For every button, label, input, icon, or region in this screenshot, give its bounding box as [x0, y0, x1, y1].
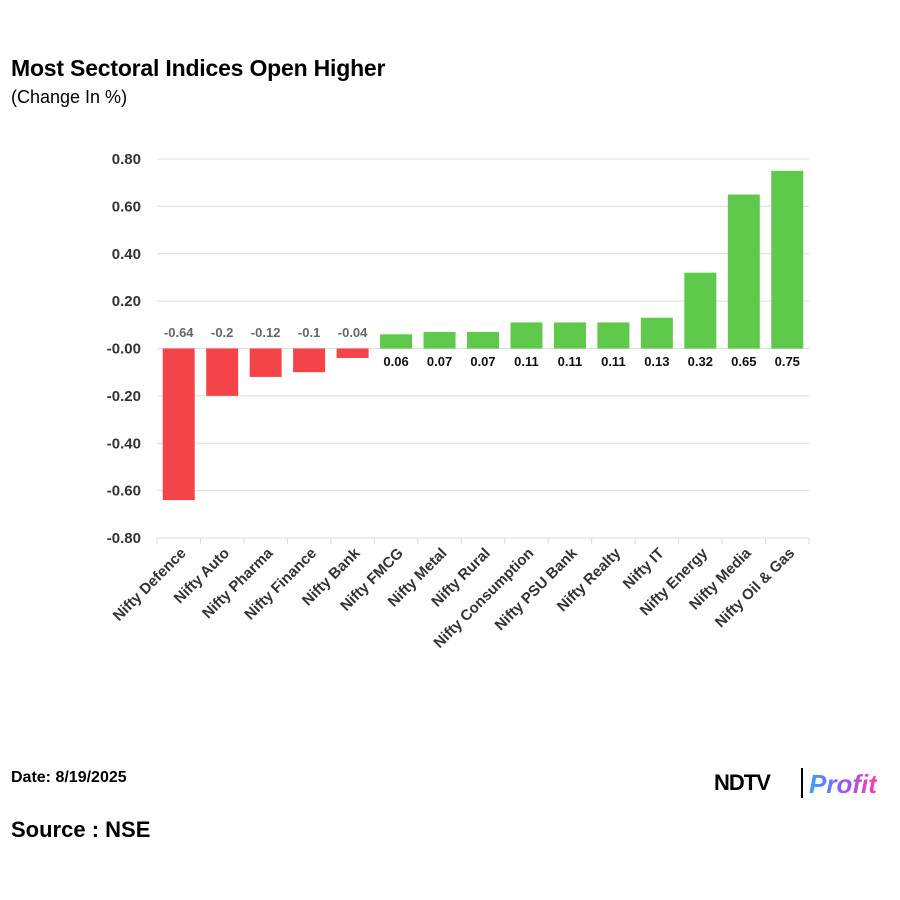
logo-ndtv-text: NDTV — [714, 770, 771, 795]
y-tick-label: -0.40 — [107, 435, 141, 452]
data-label: -0.2 — [211, 325, 233, 340]
data-label: -0.64 — [164, 325, 194, 340]
date-label: Date: 8/19/2025 — [11, 769, 127, 786]
data-label: 0.07 — [427, 354, 452, 369]
data-label: 0.32 — [688, 354, 713, 369]
chart-title: Most Sectoral Indices Open Higher — [11, 55, 386, 81]
data-label: 0.75 — [775, 354, 800, 369]
logo-profit-text: Profit — [809, 769, 877, 799]
y-tick-label: -0.00 — [107, 341, 141, 358]
data-label: 0.07 — [470, 354, 495, 369]
x-tick-label: Nifty Oil & Gas — [712, 545, 798, 631]
bar — [380, 334, 413, 349]
bar-chart: 0.80 0.60 0.40 0.20 -0.00 -0.20 -0.40 -0.60 -0.8… — [107, 151, 810, 652]
bar — [423, 331, 456, 349]
y-tick-label: 0.20 — [112, 293, 141, 310]
y-tick-label: -0.20 — [107, 388, 141, 405]
data-label: 0.11 — [601, 354, 626, 369]
grid-lines — [156, 158, 810, 544]
y-axis-ticks: 0.80 0.60 0.40 0.20 -0.00 -0.20 -0.40 -0.60 -0.8… — [107, 151, 141, 547]
ndtv-profit-logo: NDTV Profit — [714, 768, 894, 800]
y-tick-label: 0.40 — [112, 246, 141, 263]
bar — [293, 348, 326, 373]
bar — [467, 331, 499, 349]
bar — [771, 170, 804, 349]
y-tick-label: 0.80 — [112, 151, 141, 168]
source-label: Source : NSE — [11, 817, 151, 842]
data-label: 0.13 — [644, 354, 669, 369]
data-label: -0.12 — [251, 325, 281, 340]
logo-divider — [801, 768, 803, 798]
bar — [597, 322, 630, 349]
data-label: 0.06 — [383, 354, 408, 369]
bar — [727, 194, 760, 349]
data-label: -0.04 — [338, 325, 368, 340]
y-tick-label: -0.60 — [107, 483, 141, 500]
bar — [336, 348, 369, 358]
bar — [640, 317, 673, 349]
y-tick-label: 0.60 — [112, 198, 141, 215]
bar — [206, 348, 239, 396]
data-labels: -0.64 -0.2 -0.12 -0.1 -0.04 0.06 0.07 0.07 0.11 0… — [164, 325, 800, 369]
y-tick-label: -0.80 — [107, 530, 141, 547]
bar — [684, 272, 717, 349]
data-label: -0.1 — [298, 325, 320, 340]
bar — [553, 322, 586, 349]
chart-subtitle: (Change In %) — [11, 87, 128, 107]
data-label: 0.65 — [731, 354, 756, 369]
bars — [162, 170, 804, 501]
x-tick-label: Nifty Defence — [110, 545, 190, 625]
bar — [162, 348, 195, 501]
data-label: 0.11 — [558, 354, 583, 369]
bar — [510, 322, 543, 349]
bar — [249, 348, 282, 377]
data-label: 0.11 — [514, 354, 539, 369]
